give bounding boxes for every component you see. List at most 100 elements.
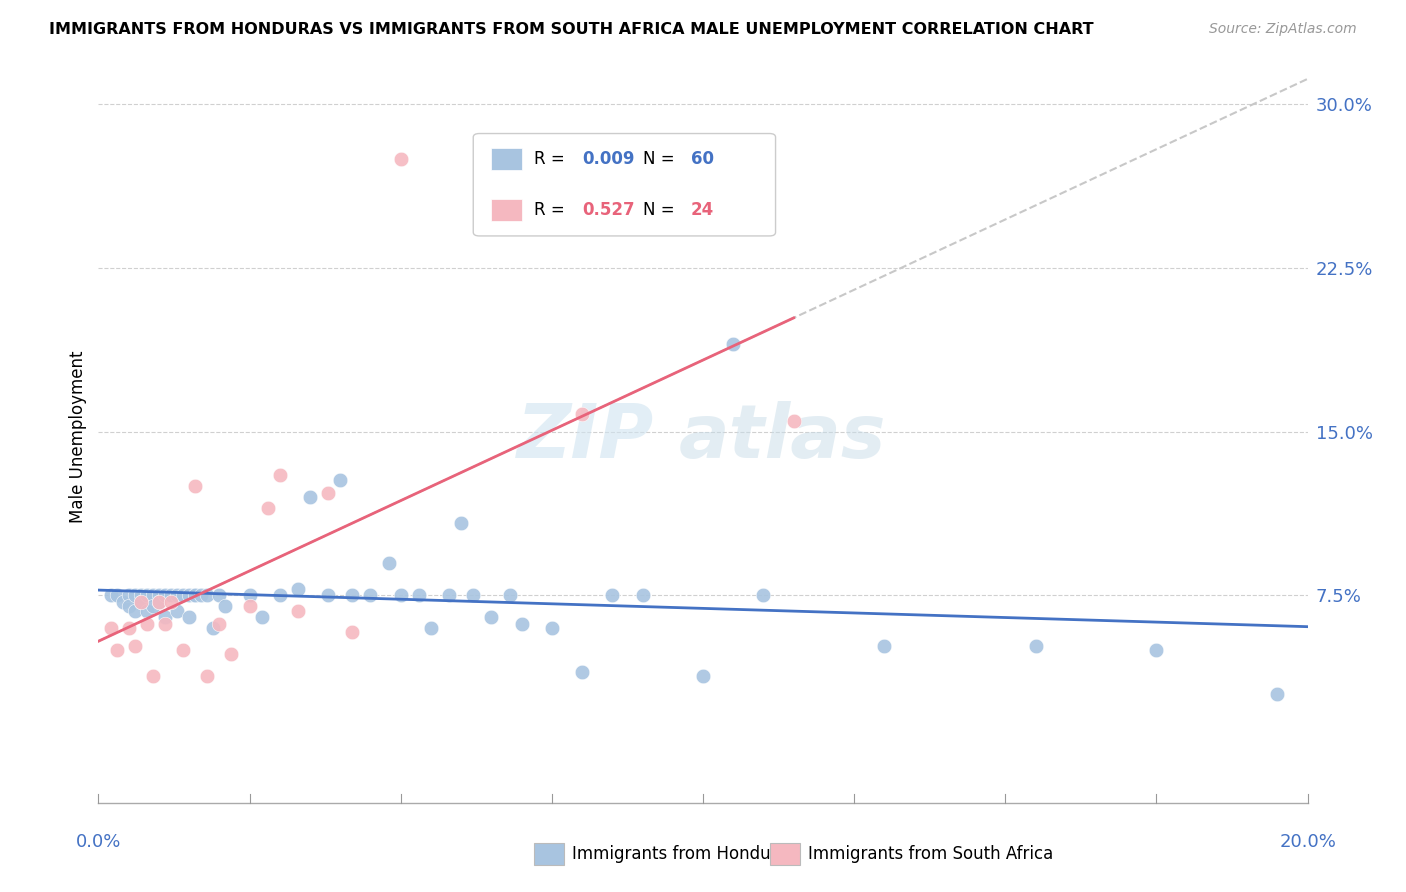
Text: N =: N = [643,150,679,168]
Point [195,669,218,683]
Point [873,639,896,653]
Point [329,473,352,487]
Point [142,669,165,683]
Point [118,621,141,635]
Point [602,588,624,602]
Point [148,595,170,609]
Point [135,616,157,631]
Point [723,337,745,351]
Point [269,588,291,602]
Text: IMMIGRANTS FROM HONDURAS VS IMMIGRANTS FROM SOUTH AFRICA MALE UNEMPLOYMENT CORRE: IMMIGRANTS FROM HONDURAS VS IMMIGRANTS F… [49,22,1094,37]
Point [208,588,231,602]
Text: Immigrants from South Africa: Immigrants from South Africa [808,845,1053,863]
Text: N =: N = [643,202,679,219]
Bar [534,843,564,865]
Point [124,588,146,602]
Point [142,599,165,614]
Point [287,582,309,596]
Point [481,610,503,624]
Point [153,610,176,624]
Point [316,588,339,602]
Point [420,621,443,635]
Point [172,588,194,602]
Text: 0.0%: 0.0% [76,833,121,851]
Point [783,414,806,428]
Point [540,621,562,635]
Point [389,588,412,602]
FancyBboxPatch shape [474,134,776,235]
Point [195,588,218,602]
Point [1144,643,1167,657]
Text: 20.0%: 20.0% [1279,833,1336,851]
Point [160,588,183,602]
Point [142,588,165,602]
Point [129,595,152,609]
Text: ZIP: ZIP [517,401,655,474]
Point [118,599,141,614]
Point [100,621,122,635]
Point [172,643,194,657]
Point [202,621,225,635]
Point [153,588,176,602]
Point [752,588,775,602]
Point [239,588,262,602]
Point [100,588,122,602]
Text: 0.009: 0.009 [582,150,634,168]
Point [463,588,485,602]
Point [1267,687,1289,701]
Text: 0.527: 0.527 [582,202,634,219]
Point [408,588,430,602]
Point [148,595,170,609]
Point [129,588,152,602]
Point [166,604,188,618]
Point [214,599,236,614]
Point [299,490,322,504]
Point [239,599,262,614]
Point [111,595,134,609]
Text: Immigrants from Honduras: Immigrants from Honduras [572,845,797,863]
Point [118,588,141,602]
Text: 24: 24 [690,202,714,219]
Bar [492,148,522,170]
Point [160,595,183,609]
Point [377,556,399,570]
Point [184,588,207,602]
Point [692,669,714,683]
Point [316,485,339,500]
Point [342,588,364,602]
Point [135,588,157,602]
Point [498,588,520,602]
Point [190,588,212,602]
Point [124,604,146,618]
Point [571,665,593,679]
Text: atlas: atlas [679,401,886,474]
Point [166,588,188,602]
Point [1024,639,1046,653]
Point [153,616,176,631]
Point [631,588,654,602]
Text: R =: R = [534,202,569,219]
Point [389,152,412,166]
Point [221,648,243,662]
Point [208,616,231,631]
Point [269,468,291,483]
Point [105,643,128,657]
Point [124,639,146,653]
Point [129,595,152,609]
Point [287,604,309,618]
Text: Source: ZipAtlas.com: Source: ZipAtlas.com [1209,22,1357,37]
Bar [492,199,522,221]
Point [256,501,278,516]
Point [342,625,364,640]
Point [510,616,533,631]
Point [179,610,201,624]
Text: 60: 60 [690,150,714,168]
Y-axis label: Male Unemployment: Male Unemployment [69,351,87,524]
Point [250,610,273,624]
Point [184,588,207,602]
Text: R =: R = [534,150,569,168]
Bar [769,843,800,865]
Point [571,407,593,421]
Point [135,604,157,618]
Point [148,588,170,602]
